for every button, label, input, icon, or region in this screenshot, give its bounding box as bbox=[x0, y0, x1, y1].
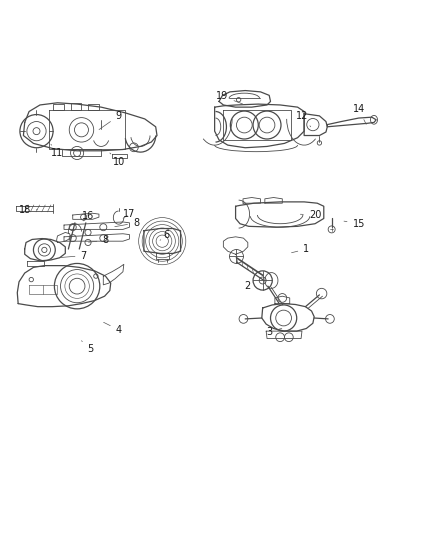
Text: 10: 10 bbox=[110, 153, 125, 167]
Text: 17: 17 bbox=[123, 209, 136, 219]
Text: 20: 20 bbox=[300, 210, 321, 220]
Text: 7: 7 bbox=[60, 251, 87, 261]
Text: 6: 6 bbox=[160, 230, 170, 240]
Text: 1: 1 bbox=[292, 244, 309, 254]
Text: 14: 14 bbox=[353, 104, 366, 124]
Text: 4: 4 bbox=[104, 322, 122, 335]
Text: 11: 11 bbox=[51, 144, 64, 158]
Text: 12: 12 bbox=[296, 111, 311, 127]
Text: 8: 8 bbox=[88, 235, 109, 245]
Text: 3: 3 bbox=[266, 327, 282, 337]
Text: 8: 8 bbox=[115, 218, 139, 228]
Text: 5: 5 bbox=[81, 341, 93, 354]
Text: 15: 15 bbox=[344, 219, 365, 229]
Text: 19: 19 bbox=[216, 91, 243, 104]
Text: 18: 18 bbox=[18, 205, 37, 215]
Text: 16: 16 bbox=[82, 211, 94, 221]
Text: 2: 2 bbox=[244, 280, 254, 291]
Text: 9: 9 bbox=[99, 111, 122, 130]
